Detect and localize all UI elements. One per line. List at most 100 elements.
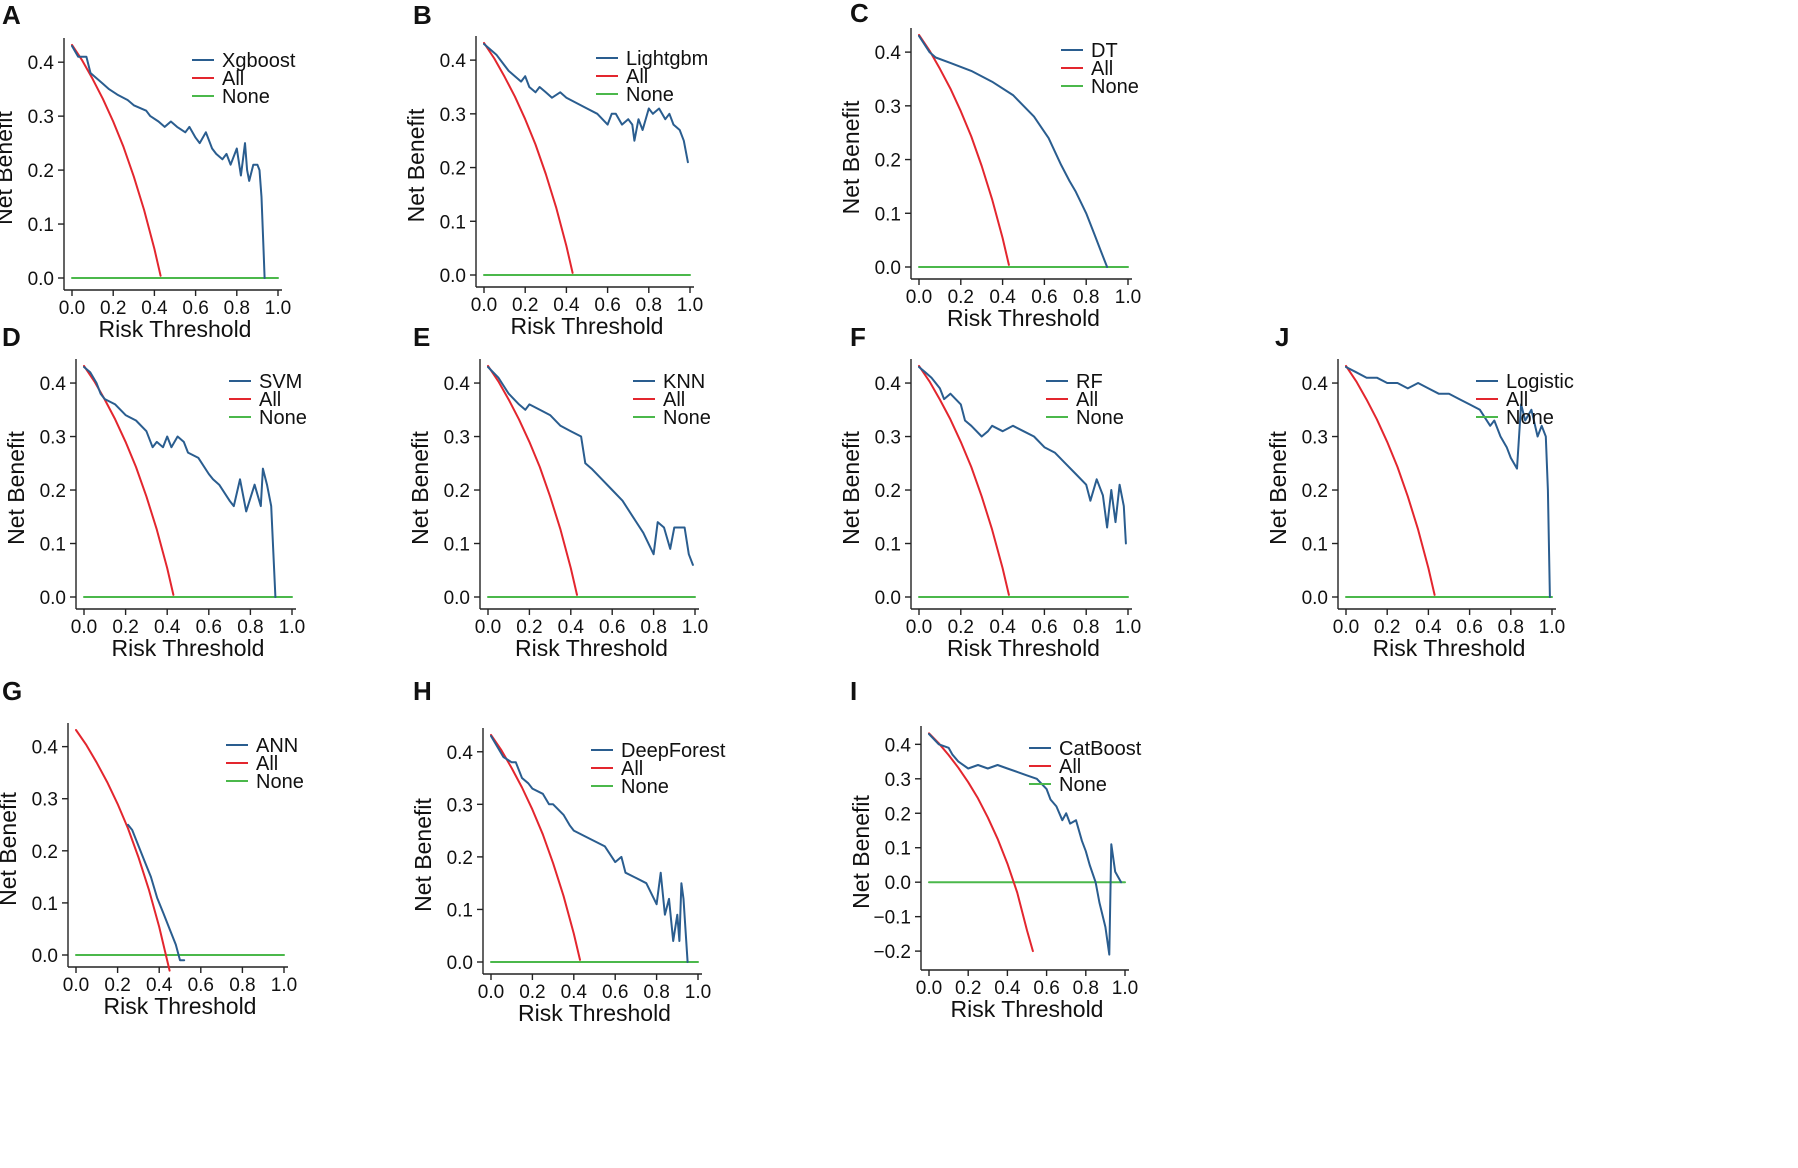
y-tick-label: 0.1 bbox=[32, 894, 58, 915]
x-tick-label: 0.6 bbox=[1033, 978, 1059, 999]
x-axis-title: Risk Threshold bbox=[104, 993, 257, 1019]
x-tick-label: 0.2 bbox=[112, 617, 138, 638]
y-tick-label: 0.3 bbox=[875, 428, 901, 449]
x-tick-label: 0.2 bbox=[948, 287, 974, 308]
y-tick-label: −0.2 bbox=[873, 942, 911, 963]
y-tick-label: 0.2 bbox=[28, 161, 54, 182]
legend-label: All bbox=[663, 389, 685, 411]
y-axis-title: Net Benefit bbox=[838, 431, 864, 545]
y-tick-label: 0.4 bbox=[875, 43, 902, 64]
panel-letter: B bbox=[413, 0, 432, 30]
y-axis-title: Net Benefit bbox=[403, 108, 429, 222]
model-curve bbox=[487, 366, 694, 566]
panel-a: A 0.0 0.1 0.2 0.3 0.4 0.0 0.2 0.4 0.6 0.8 1.0 Risk T… bbox=[0, 0, 296, 342]
y-tick-label: 0.0 bbox=[1302, 588, 1328, 609]
x-tick-label: 0.4 bbox=[154, 617, 181, 638]
x-tick-label: 0.4 bbox=[558, 617, 585, 638]
y-tick-label: 0.1 bbox=[444, 535, 470, 556]
panel-d: D 0.0 0.1 0.2 0.3 0.4 0.0 0.2 0.4 0.6 0.8 1.0 Risk T… bbox=[2, 322, 307, 661]
legend-label: None bbox=[1059, 774, 1107, 796]
panel-letter: C bbox=[850, 0, 869, 28]
x-tick-label: 0.0 bbox=[916, 978, 942, 999]
y-tick-label: 0.1 bbox=[875, 535, 901, 556]
x-tick-label: 0.6 bbox=[602, 982, 628, 1003]
y-tick-label: 0.3 bbox=[32, 790, 58, 811]
panel-letter: A bbox=[2, 0, 21, 30]
y-tick-label: 0.3 bbox=[444, 428, 470, 449]
x-tick-label: 0.0 bbox=[906, 617, 932, 638]
y-tick-label: 0.0 bbox=[32, 946, 58, 967]
x-tick-label: 0.4 bbox=[989, 617, 1016, 638]
model-curve bbox=[83, 366, 277, 598]
panel-g: G 0.0 0.1 0.2 0.3 0.4 0.0 0.2 0.4 0.6 0.8 1.0 Risk T… bbox=[0, 676, 304, 1019]
x-axis-title: Risk Threshold bbox=[112, 635, 265, 661]
legend-label: SVM bbox=[259, 371, 302, 393]
x-tick-label: 0.4 bbox=[989, 287, 1016, 308]
x-tick-label: 1.0 bbox=[265, 298, 291, 319]
legend-label: None bbox=[222, 86, 270, 108]
x-axis-title: Risk Threshold bbox=[947, 635, 1100, 661]
legend-label: All bbox=[626, 66, 648, 88]
all-curve bbox=[483, 41, 574, 274]
x-tick-label: 0.8 bbox=[640, 617, 666, 638]
x-tick-label: 0.2 bbox=[519, 982, 545, 1003]
x-tick-label: 0.2 bbox=[1374, 617, 1400, 638]
y-tick-label: 0.2 bbox=[885, 804, 911, 825]
y-axis-title: Net Benefit bbox=[407, 431, 433, 545]
x-tick-label: 0.4 bbox=[553, 295, 580, 316]
y-tick-label: 0.4 bbox=[1302, 374, 1329, 395]
legend-label: RF bbox=[1076, 371, 1103, 393]
y-tick-label: 0.0 bbox=[875, 588, 901, 609]
x-tick-label: 1.0 bbox=[1115, 287, 1141, 308]
x-axis-title: Risk Threshold bbox=[951, 996, 1104, 1022]
legend-label: DT bbox=[1091, 40, 1118, 62]
all-curve bbox=[1345, 364, 1436, 596]
all-curve bbox=[71, 43, 162, 277]
legend-label: None bbox=[1076, 407, 1124, 429]
y-tick-label: 0.0 bbox=[875, 258, 901, 279]
x-tick-label: 0.4 bbox=[1415, 617, 1442, 638]
panel-j: J 0.0 0.1 0.2 0.3 0.4 0.0 0.2 0.4 0.6 0.8 1.0 Risk T… bbox=[1265, 322, 1574, 661]
legend-label: All bbox=[1059, 756, 1081, 778]
legend-label: All bbox=[222, 68, 244, 90]
y-tick-label: 0.4 bbox=[28, 53, 55, 74]
panel-letter: E bbox=[413, 322, 430, 352]
legend-label: All bbox=[256, 753, 278, 775]
y-axis-title: Net Benefit bbox=[0, 111, 17, 225]
y-axis-title: Net Benefit bbox=[1265, 431, 1291, 545]
x-tick-label: 0.6 bbox=[1031, 617, 1057, 638]
y-tick-label: 0.2 bbox=[875, 151, 901, 172]
panel-i: I −0.2 −0.1 0.0 0.1 0.2 0.3 0.4 0.0 0.2 0.4 0.6 0.8 1… bbox=[848, 676, 1142, 1022]
y-tick-label: 0.0 bbox=[40, 588, 66, 609]
x-tick-label: 0.2 bbox=[100, 298, 126, 319]
y-tick-label: 0.1 bbox=[40, 535, 66, 556]
legend-label: All bbox=[259, 389, 281, 411]
x-tick-label: 0.6 bbox=[196, 617, 222, 638]
x-tick-label: 0.6 bbox=[182, 298, 208, 319]
legend-label: Xgboost bbox=[222, 50, 296, 72]
legend-label: CatBoost bbox=[1059, 738, 1142, 760]
panel-letter: I bbox=[850, 676, 857, 706]
x-tick-label: 0.6 bbox=[1456, 617, 1482, 638]
x-tick-label: 0.8 bbox=[1073, 978, 1099, 999]
y-axis-title: Net Benefit bbox=[3, 431, 29, 545]
panel-c: C 0.0 0.1 0.2 0.3 0.4 0.0 0.2 0.4 0.6 0.8 1.0 Risk T… bbox=[838, 0, 1141, 331]
y-tick-label: 0.2 bbox=[32, 842, 58, 863]
y-axis-title: Net Benefit bbox=[848, 795, 874, 909]
y-tick-label: 0.2 bbox=[440, 159, 466, 180]
x-tick-label: 1.0 bbox=[1115, 617, 1141, 638]
y-tick-label: 0.0 bbox=[440, 266, 466, 287]
legend-label: Lightgbm bbox=[626, 48, 708, 70]
x-tick-label: 0.4 bbox=[146, 975, 173, 996]
y-tick-label: 0.0 bbox=[885, 873, 911, 894]
x-tick-label: 0.8 bbox=[636, 295, 662, 316]
y-tick-label: 0.1 bbox=[28, 215, 54, 236]
y-tick-label: 0.4 bbox=[32, 738, 59, 759]
